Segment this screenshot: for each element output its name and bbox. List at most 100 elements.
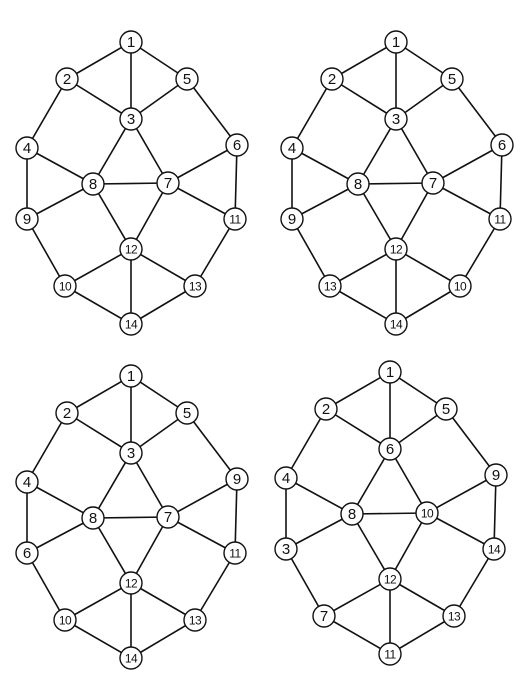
- node-label: 6: [233, 137, 241, 154]
- graph-node: 6: [490, 133, 514, 157]
- node-circle: [183, 608, 207, 632]
- node-label: 11: [229, 213, 241, 227]
- graph-node: 7: [156, 171, 180, 195]
- node-circle: [442, 604, 466, 628]
- graph-edge: [291, 183, 359, 220]
- node-circle: [280, 136, 304, 160]
- graph-edge: [167, 478, 238, 518]
- graph-node: 9: [484, 463, 508, 487]
- node-label: 1: [386, 364, 394, 381]
- node-circle: [415, 501, 439, 525]
- graph-node: 6: [378, 437, 402, 461]
- node-circle: [15, 541, 39, 565]
- node-circle: [384, 312, 408, 336]
- node-label: 11: [229, 547, 241, 561]
- graph-node: 1: [378, 360, 402, 384]
- graph-edge: [66, 412, 132, 454]
- graph-edge: [167, 144, 238, 184]
- graph-edge: [499, 144, 503, 220]
- graph-edge: [389, 615, 455, 655]
- node-label: 12: [125, 243, 138, 257]
- node-circle: [448, 274, 472, 298]
- graph-node: 8: [346, 172, 370, 196]
- node-circle: [384, 30, 408, 54]
- graph-edge: [432, 144, 503, 184]
- node-circle: [15, 136, 39, 160]
- node-label: 2: [322, 401, 330, 418]
- node-label: 5: [183, 405, 191, 422]
- node-label: 5: [442, 401, 450, 418]
- graph-node: 1: [384, 30, 408, 54]
- node-circle: [346, 172, 370, 196]
- graph-edge: [445, 408, 497, 476]
- node-label: 11: [384, 648, 396, 662]
- node-label: 14: [390, 318, 403, 332]
- node-label: 3: [282, 541, 290, 558]
- node-circle: [314, 397, 338, 421]
- node-label: 7: [320, 608, 328, 625]
- node-label: 12: [125, 577, 138, 591]
- node-circle: [440, 67, 464, 91]
- node-circle: [340, 502, 364, 526]
- graph-node: 13: [183, 274, 207, 298]
- graph-node: 13: [183, 608, 207, 632]
- node-circle: [156, 505, 180, 529]
- graph-node: 4: [15, 470, 39, 494]
- graph-node: 14: [119, 646, 143, 670]
- node-label: 3: [127, 445, 135, 462]
- graph-node: 11: [488, 207, 512, 231]
- node-label: 13: [324, 280, 337, 294]
- node-label: 6: [23, 545, 31, 562]
- node-circle: [421, 171, 445, 195]
- node-circle: [119, 646, 143, 670]
- node-label: 14: [125, 318, 138, 332]
- graph-edge: [426, 512, 495, 550]
- graph-node: 9: [225, 467, 249, 491]
- graph-edge: [64, 582, 132, 621]
- graph-edge: [395, 182, 434, 250]
- graph-node: 4: [274, 466, 298, 490]
- node-circle: [119, 30, 143, 54]
- graph-node: 5: [440, 67, 464, 91]
- node-label: 9: [233, 471, 241, 488]
- node-circle: [119, 441, 143, 465]
- node-label: 1: [392, 34, 400, 51]
- graph-node: 1: [119, 30, 143, 54]
- node-label: 6: [386, 441, 394, 458]
- graph-node: 3: [119, 107, 143, 131]
- node-label: 2: [63, 71, 71, 88]
- graph-node: 4: [15, 136, 39, 160]
- node-circle: [280, 207, 304, 231]
- node-circle: [55, 67, 79, 91]
- graph-edge: [64, 619, 132, 659]
- graph-edge: [395, 285, 461, 325]
- node-label: 9: [23, 211, 31, 228]
- graph-node: 7: [156, 505, 180, 529]
- graph-edge: [323, 578, 391, 617]
- node-circle: [175, 67, 199, 91]
- graph-edge: [26, 183, 94, 220]
- node-circle: [175, 401, 199, 425]
- graph-edge: [92, 183, 132, 250]
- graph-node: 3: [384, 107, 408, 131]
- node-label: 8: [89, 176, 97, 193]
- graph-edge: [194, 218, 236, 287]
- node-label: 4: [23, 474, 31, 491]
- node-circle: [119, 312, 143, 336]
- graph-edge: [130, 248, 196, 287]
- graph-edge: [26, 412, 68, 483]
- graph-node: 10: [53, 274, 77, 298]
- graph-edge: [351, 448, 391, 515]
- graph-node: 13: [442, 604, 466, 628]
- node-label: 10: [59, 614, 72, 628]
- graph-edge: [130, 619, 196, 659]
- graph-edge: [186, 412, 238, 480]
- graph-node: 2: [320, 67, 344, 91]
- graph-edge: [130, 118, 169, 184]
- graph-edge: [130, 582, 196, 621]
- node-circle: [156, 171, 180, 195]
- node-circle: [119, 364, 143, 388]
- node-circle: [119, 107, 143, 131]
- graph-edge: [329, 285, 397, 325]
- graph-node: 5: [175, 401, 199, 425]
